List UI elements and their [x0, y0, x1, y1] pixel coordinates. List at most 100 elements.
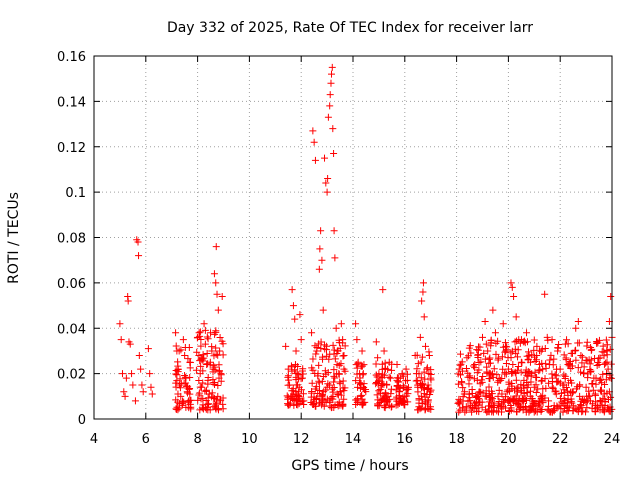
data-point	[485, 359, 493, 367]
data-point	[196, 406, 204, 414]
data-point	[569, 407, 577, 415]
data-point	[591, 408, 599, 416]
data-point	[197, 383, 205, 391]
data-point	[361, 386, 369, 394]
data-point	[473, 346, 481, 354]
data-point	[208, 389, 216, 397]
data-point	[520, 390, 528, 398]
data-point	[485, 374, 493, 382]
data-point	[579, 398, 587, 406]
data-point	[215, 361, 223, 369]
data-point	[180, 398, 188, 406]
data-point	[561, 340, 569, 348]
data-point	[374, 354, 382, 362]
data-point	[482, 340, 490, 348]
data-point	[484, 402, 492, 410]
data-point	[337, 360, 345, 368]
data-point	[212, 398, 220, 406]
data-point	[495, 386, 503, 394]
x-axis-label: GPS time / hours	[291, 458, 408, 474]
data-point	[560, 395, 568, 403]
data-point	[122, 374, 130, 382]
data-point	[554, 347, 562, 355]
data-point	[484, 347, 492, 355]
data-point	[317, 344, 325, 352]
data-point	[510, 292, 518, 300]
data-point	[502, 359, 510, 367]
data-point	[423, 364, 431, 372]
data-point	[204, 376, 212, 384]
data-point	[523, 388, 531, 396]
data-point	[195, 329, 203, 337]
data-point	[178, 401, 186, 409]
data-point	[323, 383, 331, 391]
data-point	[126, 340, 134, 348]
data-point	[501, 370, 509, 378]
data-point	[498, 400, 506, 408]
data-point	[147, 383, 155, 391]
data-point	[498, 390, 506, 398]
data-point	[291, 361, 299, 369]
data-point	[337, 320, 345, 328]
y-tick-label: 0.12	[57, 141, 86, 156]
data-point	[419, 288, 427, 296]
data-point	[603, 347, 611, 355]
x-tick-label: 18	[448, 432, 465, 447]
data-point	[600, 352, 608, 360]
data-point	[395, 399, 403, 407]
data-point	[509, 360, 517, 368]
data-point	[187, 403, 195, 411]
data-point	[293, 370, 301, 378]
data-point	[327, 394, 335, 402]
data-point	[602, 359, 610, 367]
data-point	[310, 138, 318, 146]
data-point	[315, 361, 323, 369]
data-point	[492, 339, 500, 347]
data-point	[416, 333, 424, 341]
data-point	[454, 370, 462, 378]
data-point	[561, 372, 569, 380]
data-point	[317, 338, 325, 346]
data-point	[195, 391, 203, 399]
data-point	[463, 354, 471, 362]
data-point	[179, 336, 187, 344]
data-point	[318, 401, 326, 409]
data-point	[591, 390, 599, 398]
data-point	[537, 407, 545, 415]
x-tick-label: 6	[142, 432, 150, 447]
data-point	[324, 113, 332, 121]
data-point	[550, 406, 558, 414]
data-point	[538, 406, 546, 414]
data-point	[478, 403, 486, 411]
data-point	[199, 395, 207, 403]
data-point	[315, 265, 323, 273]
data-point	[385, 373, 393, 381]
data-point	[380, 371, 388, 379]
data-point	[507, 279, 515, 287]
data-point	[454, 380, 462, 388]
data-point	[488, 387, 496, 395]
data-point	[194, 333, 202, 341]
data-point	[329, 341, 337, 349]
data-point	[490, 399, 498, 407]
data-point	[420, 390, 428, 398]
data-point	[323, 352, 331, 360]
data-point	[513, 408, 521, 416]
data-point	[312, 350, 320, 358]
data-point	[545, 379, 553, 387]
data-point	[543, 333, 551, 341]
data-point	[473, 376, 481, 384]
data-point	[292, 396, 300, 404]
data-point	[583, 342, 591, 350]
data-point	[331, 355, 339, 363]
data-point	[201, 404, 209, 412]
data-point	[214, 392, 222, 400]
data-point	[513, 400, 521, 408]
data-point	[572, 346, 580, 354]
data-point	[512, 313, 520, 321]
y-tick-label: 0.1	[65, 186, 86, 201]
data-point	[466, 372, 474, 380]
data-point	[475, 366, 483, 374]
data-point	[524, 355, 532, 363]
data-point	[548, 374, 556, 382]
